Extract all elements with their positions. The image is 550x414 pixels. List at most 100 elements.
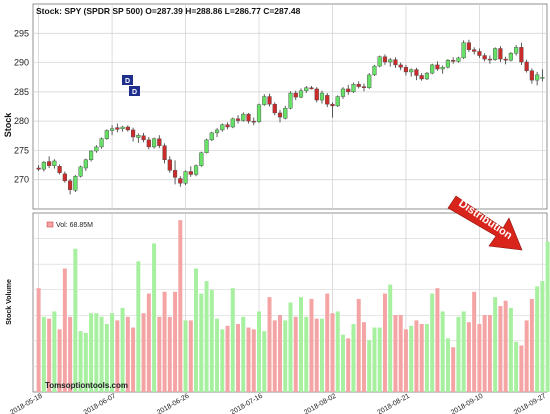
- volume-bar: [519, 345, 523, 392]
- x-tick-label: 2018-06-07: [83, 393, 118, 414]
- candle: [493, 47, 497, 60]
- candle: [446, 59, 450, 68]
- volume-bar: [393, 315, 397, 392]
- volume-bar: [451, 347, 455, 392]
- volume-bar: [173, 292, 177, 392]
- volume-bar: [273, 320, 277, 392]
- volume-bar: [142, 313, 146, 392]
- volume-bar: [456, 317, 460, 392]
- watermark: Tomsoptiontools.com: [45, 381, 128, 390]
- volume-bar: [330, 313, 334, 392]
- volume-bar: [205, 281, 209, 392]
- volume-bar: [226, 326, 230, 392]
- volume-bar: [73, 249, 77, 392]
- candle: [89, 150, 93, 161]
- volume-bar: [199, 294, 203, 392]
- candle: [105, 129, 109, 140]
- volume-bar: [278, 315, 282, 392]
- volume-bar: [178, 220, 182, 392]
- volume-bar: [399, 315, 403, 392]
- price-tick-label: 275: [14, 145, 29, 155]
- volume-bar: [483, 315, 487, 392]
- volume-bar: [504, 301, 508, 392]
- volume-bar: [63, 268, 67, 392]
- volume-bar: [346, 338, 350, 392]
- volume-bar: [289, 303, 293, 393]
- candle: [199, 152, 203, 167]
- volume-bar: [168, 317, 172, 392]
- x-tick-label: 2018-09-10: [450, 393, 485, 414]
- x-tick-label: 2018-05-18: [9, 393, 44, 414]
- volume-bar: [299, 297, 303, 392]
- volume-bar: [336, 311, 340, 392]
- svg-text:D: D: [125, 78, 130, 85]
- volume-bar: [257, 311, 261, 392]
- x-tick-label: 2018-08-21: [376, 393, 411, 414]
- volume-bar: [493, 297, 497, 392]
- candle: [336, 95, 340, 107]
- candle: [509, 52, 513, 61]
- volume-bar: [157, 317, 161, 392]
- candle: [184, 170, 188, 185]
- candle: [367, 73, 371, 89]
- candle: [289, 91, 293, 109]
- volume-bar: [131, 328, 135, 392]
- candle: [462, 40, 466, 59]
- volume-bar: [194, 268, 198, 392]
- volume-bar: [462, 311, 466, 392]
- svg-text:Vol: 68.85M: Vol: 68.85M: [56, 222, 93, 229]
- volume-bar: [540, 281, 544, 392]
- volume-bar: [52, 311, 56, 392]
- price-axis-label: Stock: [3, 112, 13, 138]
- x-tick-label: 2018-08-02: [303, 393, 338, 414]
- candle: [100, 138, 104, 149]
- volume-bar: [530, 299, 534, 392]
- volume-bar: [136, 261, 140, 392]
- candle: [315, 87, 319, 102]
- volume-bar: [210, 290, 214, 392]
- candle: [378, 56, 382, 68]
- price-tick-label: 295: [14, 28, 29, 38]
- volume-bar: [404, 329, 408, 392]
- volume-bar: [435, 288, 439, 392]
- volume-bar: [477, 324, 481, 392]
- volume-bar: [441, 311, 445, 392]
- candle: [257, 104, 261, 123]
- volume-bar: [430, 294, 434, 392]
- price-tick-label: 270: [14, 175, 29, 185]
- volume-bar: [268, 297, 272, 392]
- candle: [210, 132, 214, 141]
- candle: [73, 175, 77, 192]
- volume-bar: [283, 320, 287, 392]
- x-tick-label: 2018-07-16: [230, 393, 265, 414]
- volume-bar: [325, 294, 329, 392]
- event-marker-1: D: [122, 75, 133, 85]
- volume-bar: [498, 306, 502, 392]
- volume-bar: [535, 286, 539, 392]
- candle: [79, 166, 83, 178]
- price-tick-label: 285: [14, 87, 29, 97]
- volume-bar: [37, 288, 41, 392]
- candle: [352, 82, 356, 93]
- volume-bar: [215, 319, 219, 392]
- volume-bar: [546, 242, 550, 392]
- volume-bar: [189, 320, 193, 392]
- volume-bar: [383, 294, 387, 392]
- candle: [231, 118, 235, 129]
- price-tick-label: 280: [14, 116, 29, 126]
- volume-bar: [362, 322, 366, 392]
- volume-bar: [341, 335, 345, 392]
- volume-bar: [147, 294, 151, 392]
- volume-axis-label: Stock Volume: [6, 279, 13, 325]
- volume-bar: [304, 317, 308, 392]
- volume-bar: [372, 328, 376, 392]
- x-tick-label: 2018-06-26: [156, 393, 191, 414]
- candle: [430, 64, 434, 75]
- volume-bar: [514, 342, 518, 392]
- candle: [373, 65, 377, 76]
- volume-bar: [509, 308, 513, 392]
- volume-bar: [252, 329, 256, 392]
- volume-bar: [409, 326, 413, 392]
- price-axis-ticks: 270 275 280 285 290 295: [14, 28, 29, 184]
